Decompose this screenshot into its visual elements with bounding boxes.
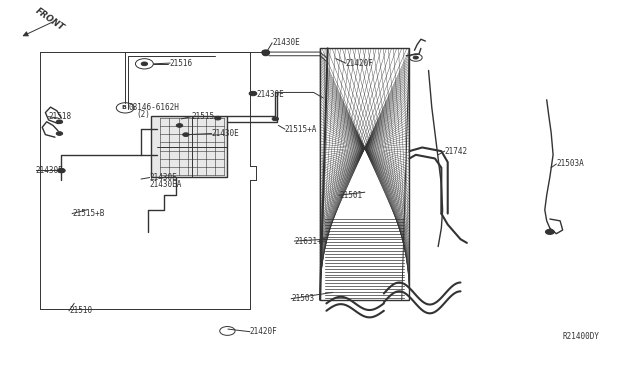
Circle shape (249, 92, 257, 96)
Text: 21430E: 21430E (150, 173, 177, 182)
Circle shape (413, 56, 419, 59)
Bar (320, 48, 410, 300)
Text: FRONT: FRONT (34, 6, 66, 33)
Text: 21430E: 21430E (211, 129, 239, 138)
Circle shape (272, 117, 278, 121)
Text: 21631+A: 21631+A (294, 237, 327, 246)
Text: 21742: 21742 (445, 147, 468, 155)
Text: 21420F: 21420F (346, 58, 373, 68)
Text: 08146-6162H: 08146-6162H (129, 103, 179, 112)
Circle shape (141, 62, 148, 65)
Circle shape (262, 51, 269, 55)
Circle shape (56, 132, 63, 135)
Circle shape (58, 169, 65, 173)
Text: 21515: 21515 (191, 112, 214, 121)
Circle shape (58, 169, 65, 173)
Circle shape (182, 133, 189, 137)
Circle shape (214, 116, 221, 120)
Text: 21510: 21510 (69, 306, 92, 315)
Circle shape (262, 52, 269, 56)
Text: R21400DY: R21400DY (563, 332, 600, 341)
Circle shape (262, 50, 269, 54)
Text: 21430E: 21430E (256, 90, 284, 99)
Polygon shape (151, 116, 227, 177)
Text: 21430E: 21430E (272, 38, 300, 47)
Text: (2): (2) (137, 110, 150, 119)
Text: B: B (122, 105, 126, 110)
Text: 21503A: 21503A (556, 160, 584, 169)
Text: 21518: 21518 (49, 112, 72, 121)
Circle shape (176, 124, 182, 127)
Text: 21430EA: 21430EA (150, 180, 182, 189)
Text: 21515+B: 21515+B (72, 209, 104, 218)
Text: 21430E: 21430E (36, 166, 63, 175)
Text: 21420F: 21420F (250, 327, 278, 336)
Text: 21516: 21516 (170, 58, 193, 68)
Circle shape (545, 229, 554, 234)
Text: 21501: 21501 (339, 191, 362, 200)
Text: 21515+A: 21515+A (285, 125, 317, 134)
Circle shape (56, 120, 63, 124)
Text: 21503: 21503 (291, 294, 314, 303)
